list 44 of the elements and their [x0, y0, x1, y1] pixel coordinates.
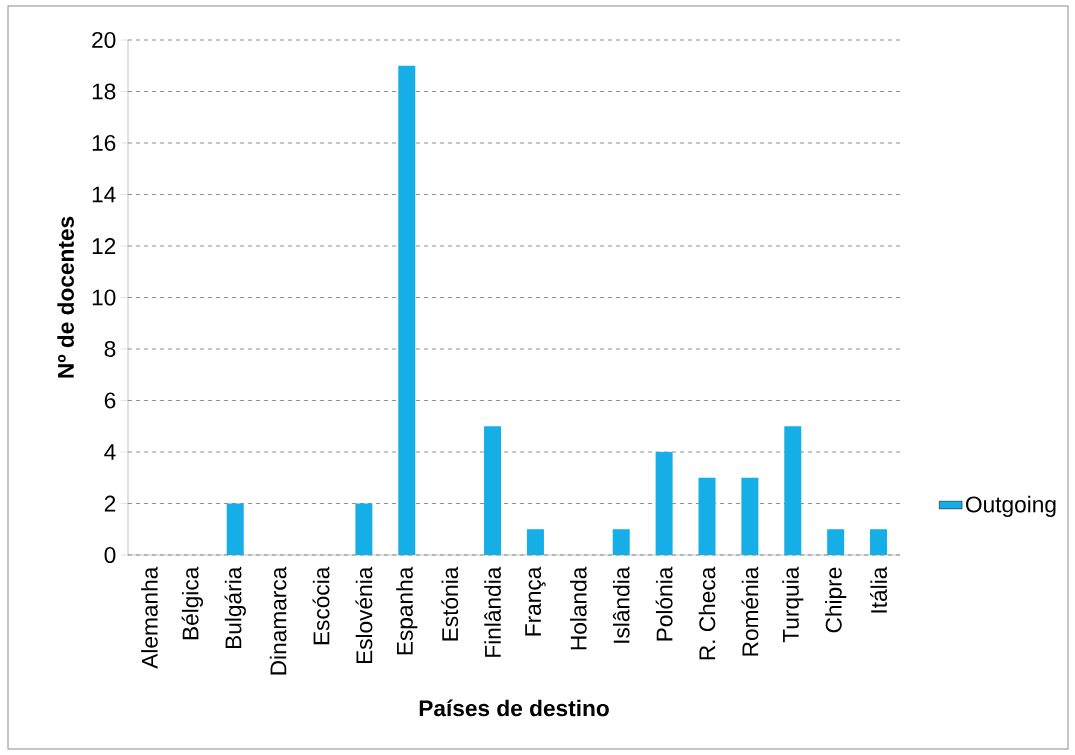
x-tick-label: R. Checa — [698, 566, 716, 660]
x-tick-label: Espanha — [396, 566, 418, 655]
bar — [784, 426, 802, 555]
y-tick-label: 6 — [104, 392, 116, 409]
x-axis-title: Países de destino — [419, 699, 609, 717]
bar — [655, 451, 673, 555]
y-tick-label: 16 — [92, 134, 116, 152]
bar — [398, 65, 416, 555]
bar — [698, 477, 716, 555]
x-tick-label: Finlândia — [484, 566, 501, 657]
bar — [226, 503, 244, 555]
bar — [355, 503, 373, 555]
bar — [612, 529, 630, 555]
x-tick-label: Roménia — [741, 566, 759, 656]
y-tick-label: 0 — [104, 546, 116, 564]
y-tick-label: 8 — [104, 340, 116, 358]
x-tick-label: Islândia — [612, 566, 630, 643]
x-tick-label: Alemanha — [141, 566, 158, 669]
y-tick-label: 14 — [92, 186, 116, 203]
x-tick-label: Bulgária — [224, 566, 246, 648]
bar — [526, 529, 544, 555]
y-tick-label: 2 — [104, 495, 116, 512]
y-axis-title: Nº de docentes — [57, 216, 74, 378]
x-tick-label: França — [525, 566, 546, 636]
x-tick-label: Bélgica — [181, 566, 204, 640]
x-tick-label: Escócia — [312, 566, 330, 645]
bar — [484, 426, 502, 555]
bar — [827, 529, 845, 555]
y-tick-label: 4 — [104, 444, 116, 460]
x-tick-label: Estónia — [441, 566, 459, 641]
bar — [870, 529, 888, 555]
y-tick-label: 10 — [92, 289, 116, 306]
y-tick-label: 18 — [92, 83, 116, 100]
x-tick-label: Holanda — [570, 566, 587, 650]
x-tick-label: Eslovénia — [355, 566, 373, 664]
bar — [741, 477, 759, 555]
legend-label: Outgoing — [966, 495, 1056, 517]
x-tick-label: Chipre — [825, 567, 847, 633]
x-tick-label: Turquia — [782, 566, 804, 643]
y-tick-label: 20 — [92, 31, 116, 49]
x-tick-label: Dinamarca — [269, 566, 287, 675]
y-tick-label: 12 — [92, 238, 116, 254]
x-tick-label: Polónia — [655, 566, 673, 641]
x-tick-label: Itália — [870, 566, 888, 613]
